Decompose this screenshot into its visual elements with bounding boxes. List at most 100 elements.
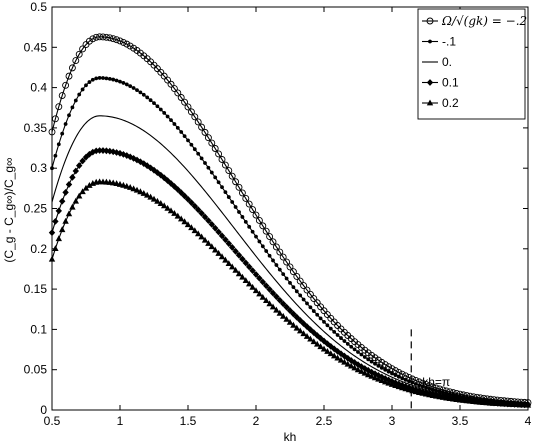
series-4-point-81 (324, 347, 331, 354)
legend: Ω/√(gk) = −.2 -.1 0. 0.1 0.2 (417, 8, 527, 120)
series-0-point-40 (184, 103, 192, 111)
series-0-point-31 (153, 65, 161, 73)
series-0-point-8 (75, 50, 83, 58)
series-1-point-64 (267, 253, 272, 258)
series-3-point-53 (229, 244, 236, 251)
series-0-point-39 (181, 98, 189, 106)
series-1-point-82 (328, 326, 333, 331)
series-3-point-44 (198, 209, 205, 217)
series-1-point-25 (135, 88, 139, 93)
series-3-point-54 (232, 247, 239, 255)
series-4-point-78 (314, 340, 321, 347)
series-0-point-12 (89, 35, 97, 43)
series-4-point-29 (147, 193, 154, 200)
series-0-point-98 (381, 361, 389, 369)
series-1-point-108 (417, 383, 422, 388)
series-4-point-72 (293, 324, 300, 331)
series-4-point-96 (375, 375, 382, 382)
series-4-point-1 (52, 245, 59, 252)
series-3-point-7 (72, 167, 79, 175)
series-4-point-68 (280, 312, 287, 319)
series-3-point-96 (375, 372, 382, 379)
x-tick-label-4: 2.5 (316, 414, 333, 428)
legend-label-2: 0. (442, 55, 452, 69)
series-1-point-57 (243, 219, 248, 224)
series-3-point-14 (96, 147, 103, 154)
series-0-point-50 (218, 156, 226, 163)
series-3-point-95 (371, 370, 379, 378)
series-1-point-56 (240, 215, 245, 219)
series-4-point-2 (55, 235, 62, 242)
series-4-point-92 (361, 369, 368, 376)
series-1-point-17 (107, 76, 112, 81)
series-0-point-52 (225, 167, 233, 175)
series-4-point-64 (266, 300, 273, 307)
series-1-point-81 (325, 323, 330, 328)
series-4-point-42 (191, 227, 198, 234)
series-4-point-43 (195, 230, 202, 237)
series-4-point-27 (140, 189, 147, 196)
series-4-point-28 (144, 191, 151, 198)
legend-marker-1 (428, 39, 432, 44)
y-tick-label-1: 0.05 (24, 363, 48, 377)
series-0-point-3 (58, 92, 66, 99)
series-1-point-80 (322, 319, 326, 324)
y-tick-label-3: 0.15 (24, 282, 48, 296)
y-tick-label-8: 0.4 (30, 81, 47, 95)
series-3-point-69 (283, 303, 290, 311)
series-4-point-100 (388, 380, 396, 387)
series-1-point-113 (434, 388, 439, 393)
series-1-point-63 (264, 249, 269, 253)
series-3-point-60 (252, 271, 260, 278)
series-4-point-51 (222, 256, 229, 263)
series-0-point-63 (262, 227, 270, 235)
series-0-point-95 (371, 354, 379, 362)
series-1-point-19 (114, 78, 119, 83)
series-1-point-54 (233, 205, 238, 209)
series-1-point-35 (169, 118, 173, 123)
series-0-point-38 (177, 94, 185, 101)
series-4-point-10 (82, 184, 90, 191)
series-1-point-8 (77, 92, 82, 97)
series-3-point-77 (310, 329, 317, 337)
series-3-point-46 (205, 217, 212, 225)
series-1-point-13 (94, 76, 99, 81)
y-tick-label-10: 0.5 (30, 0, 47, 14)
series-1-point-29 (148, 98, 153, 103)
series-4-point-33 (161, 202, 168, 209)
series-4-point-77 (310, 338, 317, 345)
series-0-point-97 (378, 358, 386, 366)
series-2 (51, 115, 529, 405)
series-1-point-41 (189, 142, 194, 147)
series-4-point-101 (392, 382, 399, 389)
series-4-point-45 (201, 236, 209, 243)
series-0-point-82 (327, 314, 335, 322)
series-0-point-47 (208, 139, 216, 147)
series-1-point-37 (175, 126, 180, 130)
series-0-point-75 (303, 286, 311, 294)
series-4-point-41 (188, 224, 195, 231)
series-4-point-59 (249, 283, 256, 290)
series-3-point-75 (303, 323, 311, 331)
series-3-point-70 (286, 307, 294, 314)
series-1-point-91 (359, 352, 364, 357)
series-4-point-85 (337, 356, 345, 363)
series-4-point-95 (371, 374, 379, 381)
series-0-point-65 (269, 238, 277, 246)
series-0-point-20 (116, 37, 124, 45)
series-0-point-74 (300, 282, 308, 290)
series-0-point-73 (296, 277, 304, 285)
series-4-point-97 (378, 377, 385, 384)
series-0-point-18 (109, 35, 117, 43)
series-3-point-43 (195, 206, 202, 214)
series-0-point-7 (72, 57, 80, 65)
series-0-point-66 (272, 243, 280, 251)
series-1-point-69 (284, 276, 289, 281)
series-3-point-40 (184, 195, 192, 203)
series-3-point-3 (59, 197, 66, 205)
series-4-point-48 (212, 246, 219, 253)
series-3-point-62 (259, 278, 266, 286)
series-4-point-60 (252, 287, 260, 294)
series-3-point-25 (133, 156, 141, 164)
